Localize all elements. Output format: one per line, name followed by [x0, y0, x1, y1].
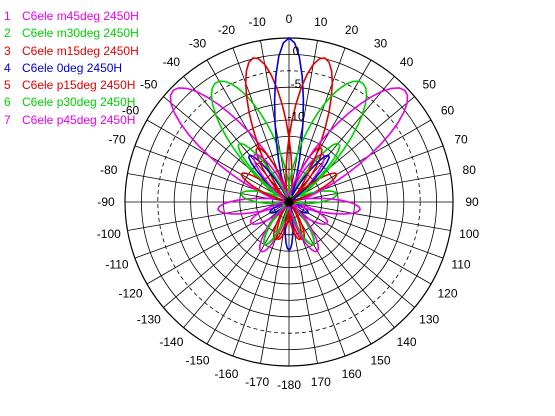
angle-tick-label: 0	[286, 12, 293, 26]
legend-label: C6ele 0deg 2450H	[22, 60, 123, 75]
angle-tick-label: -60	[122, 104, 140, 118]
legend-index: 7	[4, 112, 11, 127]
legend-label: C6ele p30deg 2450H	[22, 95, 136, 110]
angle-tick-label: 160	[342, 367, 362, 381]
legend-label: C6ele p45deg 2450H	[22, 112, 136, 127]
angle-tick-label: -30	[189, 37, 207, 51]
angle-tick-label: -10	[249, 15, 267, 29]
grid-spoke	[146, 201, 290, 285]
angle-tick-label: 50	[423, 77, 437, 91]
legend-index: 4	[4, 60, 11, 75]
legend-item: 4 C6ele 0deg 2450H	[4, 60, 139, 77]
legend-label: C6ele m30deg 2450H	[22, 26, 139, 41]
angle-tick-label: 30	[374, 37, 388, 51]
legend-item: 7 C6ele p45deg 2450H	[4, 112, 139, 129]
angle-tick-label: -20	[218, 23, 236, 37]
angle-tick-label: 140	[397, 335, 417, 349]
angle-tick-label: 170	[311, 375, 331, 389]
legend-item: 3 C6ele m15deg 2450H	[4, 43, 139, 60]
legend-item: 5 C6ele p15deg 2450H	[4, 77, 139, 94]
legend-item: 6 C6ele p30deg 2450H	[4, 94, 139, 111]
legend-label: C6ele m15deg 2450H	[22, 43, 139, 58]
angle-tick-label: -120	[118, 287, 142, 301]
legend-item: 1 C6ele m45deg 2450H	[4, 8, 139, 25]
angle-tick-label: -180	[277, 378, 301, 392]
angle-tick-label: 100	[459, 227, 479, 241]
angle-tick-label: -50	[140, 77, 158, 91]
angle-tick-label: 80	[463, 163, 477, 177]
legend-label: C6ele p15deg 2450H	[22, 78, 136, 93]
angle-tick-label: -130	[137, 313, 161, 327]
angle-tick-label: -170	[245, 375, 269, 389]
polar-grid	[124, 37, 454, 367]
radial-tick-labels: 0 -5 -10	[287, 44, 305, 124]
angle-tick-label: 110	[451, 258, 470, 272]
angle-tick-label: 40	[400, 55, 414, 69]
radial-tick-label: 0	[293, 44, 300, 58]
grid-spoke	[288, 119, 432, 203]
angle-tick-label: 90	[465, 195, 479, 209]
legend-index: 5	[4, 78, 11, 93]
legend-index: 1	[4, 9, 11, 23]
angle-tick-label: -90	[97, 195, 115, 209]
radial-tick-label: -5	[291, 77, 302, 91]
legend: 1 C6ele m45deg 2450H 2 C6ele m30deg 2450H 3 C…	[4, 8, 139, 129]
angle-tick-label: 150	[370, 354, 390, 368]
grid-spoke	[260, 201, 290, 364]
angle-tick-label: 130	[419, 313, 439, 327]
radial-tick-label: -10	[287, 110, 305, 124]
grid-spoke	[288, 201, 432, 285]
series-curve-7	[249, 87, 409, 253]
grid-spoke	[127, 201, 290, 231]
angle-tick-label: 70	[454, 132, 468, 146]
angle-tick-label: 120	[437, 287, 457, 301]
legend-index: 3	[4, 43, 11, 58]
angle-tick-label: 60	[441, 104, 455, 118]
angle-tick-label: 20	[345, 23, 359, 37]
angle-tick-label: -110	[105, 258, 128, 272]
grid-spoke	[288, 173, 451, 203]
angle-tick-label: -140	[159, 335, 183, 349]
angle-tick-label: 10	[314, 15, 328, 29]
legend-index: 2	[4, 26, 11, 41]
grid-spoke	[146, 119, 290, 203]
pattern-curves	[169, 36, 409, 253]
legend-index: 6	[4, 95, 11, 110]
legend-label: C6ele m45deg 2450H	[22, 9, 139, 23]
grid-spoke	[288, 201, 451, 231]
angle-tick-label: -160	[214, 367, 238, 381]
angle-tick-label: -100	[97, 227, 121, 241]
angle-tick-label: -40	[163, 55, 181, 69]
angle-tick-label: -70	[108, 132, 126, 146]
grid-spoke	[127, 173, 290, 203]
legend-item: 2 C6ele m30deg 2450H	[4, 25, 139, 42]
angle-tick-label: -80	[100, 163, 118, 177]
grid-spoke	[288, 201, 318, 364]
angle-tick-label: -150	[185, 354, 209, 368]
